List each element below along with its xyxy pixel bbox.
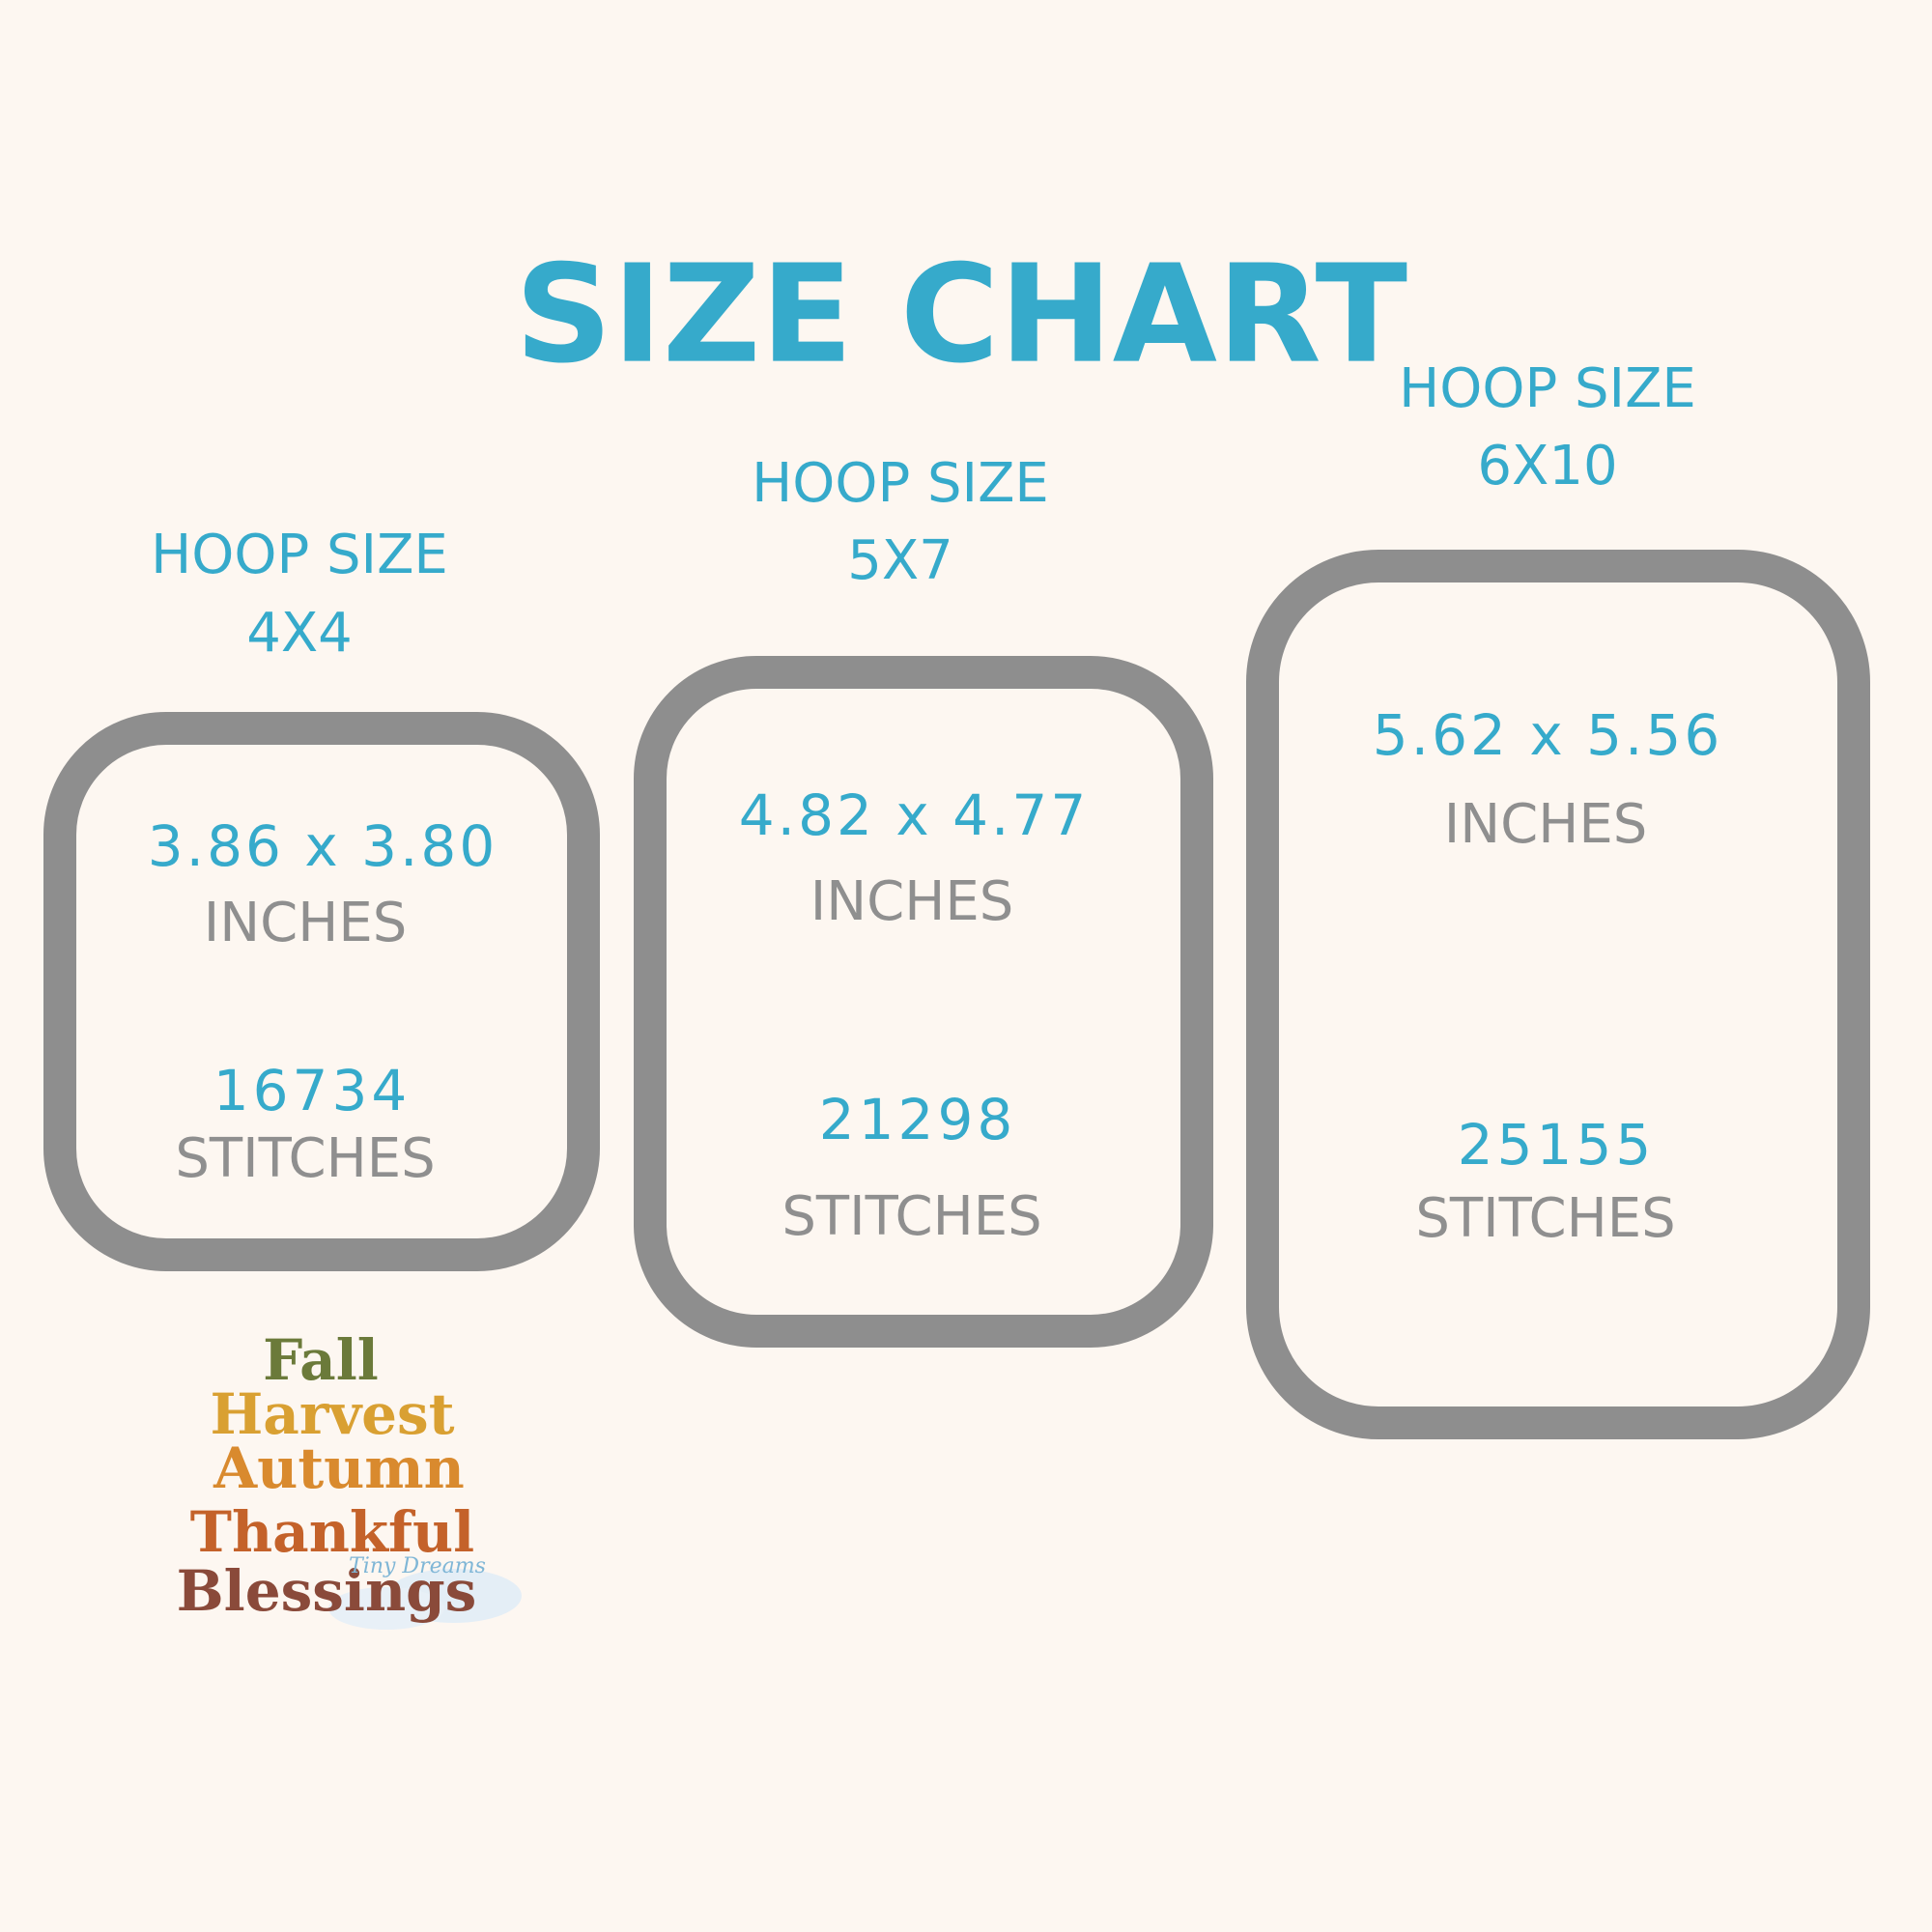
hoop-size: 5X7 [847, 529, 953, 592]
dimensions: 3.86 x 3.80 [148, 813, 497, 879]
hoop-frame [634, 656, 1213, 1348]
hoop-frame [1246, 550, 1870, 1439]
title: SIZE CHART [515, 237, 1407, 394]
unit: INCHES [204, 892, 408, 954]
cloud [328, 1587, 444, 1630]
dimensions: 4.82 x 4.77 [739, 782, 1089, 848]
watermark: Tiny Dreams [349, 1554, 486, 1578]
hoop-label: HOOP SIZE [151, 524, 448, 586]
unit: INCHES [810, 870, 1014, 933]
stitch-count: 25155 [1458, 1112, 1656, 1178]
hoop-frame [43, 712, 600, 1271]
hoop-label: HOOP SIZE [752, 452, 1049, 515]
hoop-label: HOOP SIZE [1399, 357, 1696, 420]
art-word: Blessings [177, 1558, 477, 1624]
stitch-count: 16734 [213, 1058, 412, 1123]
art-word: Harvest [211, 1381, 455, 1447]
unit: INCHES [1444, 793, 1648, 856]
stitches-label: STITCHES [781, 1185, 1041, 1248]
artwork: Fall Harvest Autumn Thankful Blessings T… [177, 1327, 522, 1630]
art-word: Thankful [190, 1499, 474, 1565]
stitch-count: 21298 [819, 1087, 1017, 1152]
stitches-label: STITCHES [1415, 1187, 1675, 1250]
dimensions: 5.62 x 5.56 [1373, 702, 1722, 768]
art-word: Autumn [213, 1435, 465, 1501]
stitches-label: STITCHES [175, 1127, 435, 1190]
hoop-size: 6X10 [1477, 435, 1617, 497]
hoop-size: 4X4 [246, 602, 353, 665]
art-word: Fall [263, 1327, 379, 1393]
